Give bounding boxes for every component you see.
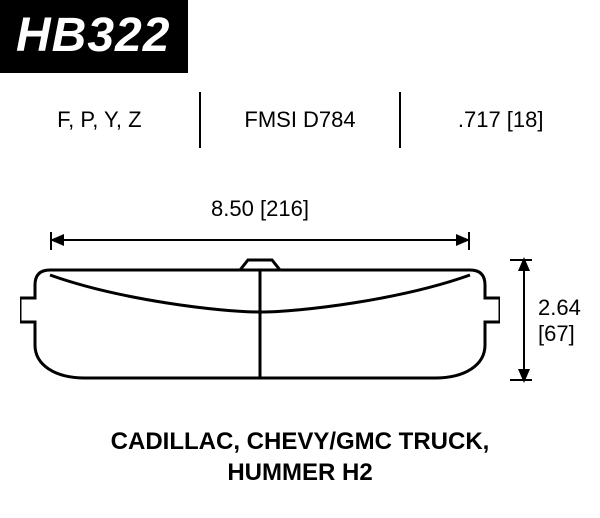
spec-fmsi: FMSI D784	[201, 90, 400, 150]
width-dimension-label: 8.50 [216]	[50, 196, 470, 222]
spec-compounds: F, P, Y, Z	[0, 90, 199, 150]
specs-row: F, P, Y, Z FMSI D784 .717 [18]	[0, 90, 600, 150]
height-dimension-label: 2.64 [67]	[538, 295, 581, 348]
height-inches: 2.64	[538, 295, 581, 320]
brake-pad-outline-icon	[20, 250, 500, 390]
width-mm: 216	[266, 196, 303, 221]
footer-line-2: HUMMER H2	[0, 457, 600, 488]
height-dimension-arrows-icon	[510, 245, 540, 395]
footer-line-1: CADILLAC, CHEVY/GMC TRUCK,	[0, 426, 600, 457]
application-footer: CADILLAC, CHEVY/GMC TRUCK, HUMMER H2	[0, 426, 600, 488]
width-inches: 8.50	[211, 196, 254, 221]
width-dimension-arrows-icon	[50, 230, 470, 250]
part-number-text: HB322	[16, 9, 170, 62]
height-mm: 67	[544, 321, 568, 346]
width-dimension: 8.50 [216]	[50, 200, 470, 240]
spec-thickness: .717 [18]	[401, 90, 600, 150]
height-dimension: 2.64 [67]	[510, 245, 595, 395]
page-root: HB322 F, P, Y, Z FMSI D784 .717 [18] 8.5…	[0, 0, 600, 518]
part-number-header: HB322	[0, 0, 188, 73]
